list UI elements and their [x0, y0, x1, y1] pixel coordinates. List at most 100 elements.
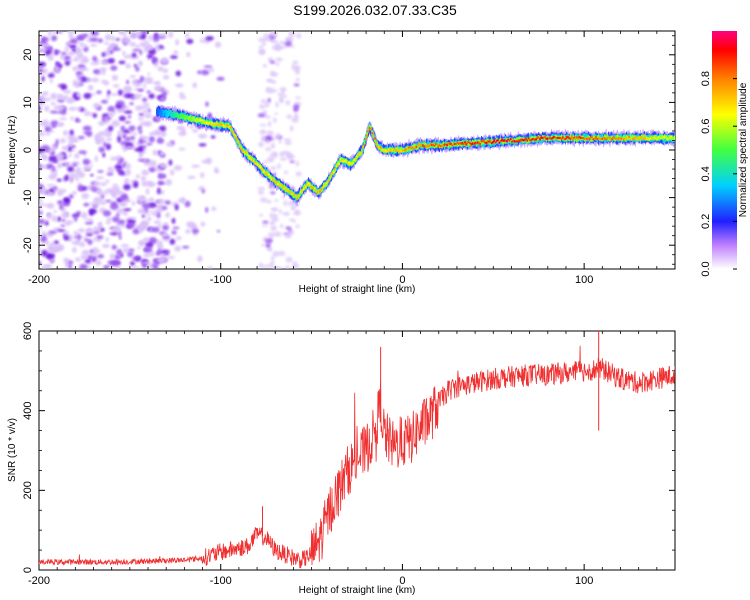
noise-speck	[69, 129, 74, 136]
noise-speck	[203, 65, 213, 68]
noise-speck	[52, 31, 58, 34]
noise-speck	[111, 120, 121, 127]
noise-speck	[141, 33, 146, 40]
noise-speck	[116, 208, 125, 214]
noise-speck	[74, 153, 80, 159]
noise-speck	[289, 160, 295, 164]
noise-speck	[139, 49, 143, 55]
noise-speck	[211, 206, 217, 211]
ridge-segment	[386, 149, 389, 153]
noise-speck	[94, 155, 98, 163]
ridge-segment	[611, 137, 614, 141]
noise-speck	[73, 137, 78, 143]
snr-y-tick-label: 600	[22, 322, 34, 340]
noise-speck	[68, 172, 77, 179]
noise-speck	[262, 220, 269, 224]
noise-speck	[51, 215, 58, 222]
noise-speck	[79, 74, 84, 77]
noise-speck	[175, 39, 180, 46]
noise-speck	[123, 86, 128, 91]
noise-speck	[273, 231, 282, 237]
noise-speck	[106, 172, 114, 176]
ridge-segment	[318, 189, 321, 193]
noise-speck	[260, 99, 267, 104]
ridge-segment	[334, 167, 337, 171]
ridge-segment	[352, 162, 354, 165]
noise-speck	[44, 221, 49, 226]
ridge-segment	[479, 142, 482, 146]
noise-speck	[109, 156, 119, 161]
noise-speck	[216, 229, 221, 233]
noise-speck	[63, 235, 69, 241]
colorbar-tick-label: 0.4	[700, 166, 712, 181]
ridge-segment	[303, 186, 306, 190]
ridge-segment	[483, 139, 485, 143]
noise-speck	[270, 142, 276, 149]
noise-speck	[263, 33, 268, 37]
noise-speck	[270, 221, 274, 225]
noise-speck	[261, 41, 266, 47]
ridge-segment	[176, 113, 179, 116]
noise-speck	[173, 50, 179, 55]
noise-speck	[117, 89, 123, 96]
noise-speck	[65, 161, 69, 167]
noise-speck	[61, 146, 68, 149]
noise-speck	[129, 135, 136, 141]
noise-speck	[264, 101, 270, 108]
noise-speck	[151, 226, 160, 233]
ridge-segment	[366, 134, 368, 138]
ridge-segment	[259, 165, 262, 169]
noise-speck	[81, 212, 88, 219]
noise-speck	[131, 257, 140, 260]
colorbar-label: Normalized spectral amplitude	[738, 82, 749, 217]
ridge-segment	[505, 139, 508, 143]
noise-speck	[39, 131, 46, 137]
noise-speck	[279, 95, 283, 102]
noise-speck	[264, 115, 272, 119]
ridge-segment	[525, 137, 527, 140]
noise-speck	[67, 51, 75, 56]
noise-speck	[84, 258, 91, 264]
noise-speck	[160, 256, 168, 263]
noise-speck	[70, 38, 78, 44]
noise-speck	[39, 106, 42, 111]
noise-speck	[77, 228, 85, 233]
noise-speck	[69, 177, 73, 184]
noise-speck	[174, 204, 179, 211]
spectrogram-x-tick-label: -100	[210, 274, 232, 286]
noise-speck	[173, 165, 183, 171]
noise-speck	[258, 49, 266, 55]
ridge-segment	[261, 168, 264, 172]
noise-speck	[265, 147, 272, 152]
ridge-segment	[245, 151, 248, 154]
ridge-segment	[593, 137, 596, 141]
noise-speck	[138, 197, 144, 204]
noise-speck	[143, 82, 147, 86]
noise-speck	[77, 184, 84, 192]
noise-speck	[291, 64, 296, 70]
noise-speck	[161, 232, 169, 237]
noise-speck	[295, 160, 300, 167]
noise-speck	[147, 72, 151, 76]
noise-speck	[276, 132, 281, 139]
noise-speck	[143, 246, 153, 254]
noise-speck	[69, 44, 77, 49]
noise-speck	[138, 240, 145, 247]
snr-y-axis-label: SNR (10 * v/v)	[7, 418, 18, 482]
noise-speck	[137, 208, 144, 214]
noise-speck	[39, 61, 46, 67]
ridge-segment	[320, 188, 323, 191]
noise-speck	[64, 60, 71, 66]
noise-speck	[207, 266, 213, 269]
noise-speck	[65, 45, 69, 53]
noise-speck	[106, 93, 110, 100]
noise-speck	[116, 265, 121, 269]
noise-speck	[118, 115, 126, 122]
noise-speck	[155, 85, 162, 91]
spectrogram-x-axis-label: Height of straight line (km)	[299, 284, 416, 295]
noise-speck	[184, 200, 191, 208]
noise-speck	[169, 169, 175, 176]
noise-speck	[53, 159, 59, 163]
noise-speck	[103, 141, 107, 148]
noise-speck	[145, 80, 154, 84]
